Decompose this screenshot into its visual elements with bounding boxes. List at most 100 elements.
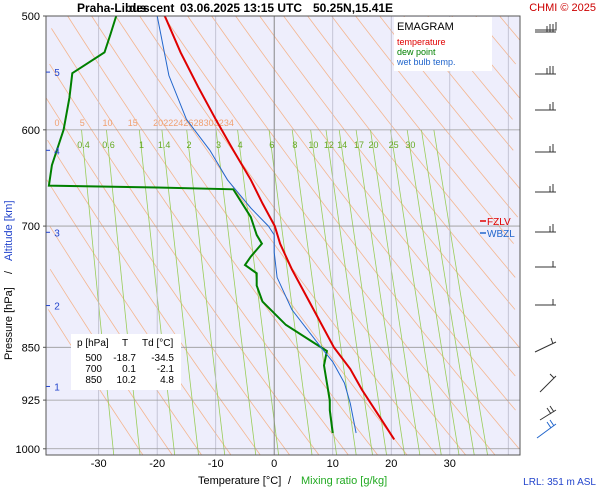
- mixing-ratio-line: [355, 129, 405, 456]
- wind-barb: [535, 102, 556, 111]
- dry-adiabat-line: [235, 15, 516, 377]
- mixing-ratio-line: [338, 129, 387, 456]
- wind-barb: [535, 24, 556, 33]
- legend-temperature: temperature: [397, 37, 446, 47]
- mixing-ratio-label: 10: [308, 140, 318, 150]
- pressure-tick-label: 700: [22, 221, 40, 233]
- temperature-tick-label: 30: [444, 458, 456, 470]
- temperature-tick-label: 0: [271, 458, 277, 470]
- x-axis-separator: /: [288, 475, 292, 487]
- mixing-ratio-label: 3: [216, 140, 221, 150]
- x-axis-label-mixing: Mixing ratio [g/kg]: [301, 475, 387, 487]
- legend-box: [394, 17, 492, 71]
- dry-adiabat-line: [46, 179, 232, 456]
- legend-title: EMAGRAM: [397, 21, 454, 33]
- wind-barb: [539, 405, 557, 421]
- wind-barbs: [534, 22, 557, 439]
- dry-adiabat-label: 15: [128, 118, 138, 128]
- dry-adiabat-label: 22: [163, 118, 173, 128]
- mixing-ratio-line: [268, 129, 313, 456]
- table-row-2-td: 4.8: [160, 375, 174, 386]
- wind-barb: [535, 299, 556, 306]
- dry-adiabat-line: [49, 63, 320, 456]
- dry-adiabat-line: [211, 15, 516, 411]
- mixing-ratio-line: [406, 129, 460, 456]
- temperature-tick-label: -20: [149, 458, 165, 470]
- mixing-ratio-label: 1.4: [158, 140, 171, 150]
- y-axis-label-pressure: Pressure [hPa]: [3, 287, 15, 360]
- table-row-1-p: 700: [85, 364, 102, 375]
- dry-adiabat-label: 5: [80, 118, 85, 128]
- dry-adiabat-label: 28: [194, 118, 204, 128]
- dry-adiabat-line: [307, 15, 516, 278]
- temperature-tick-label: 20: [385, 458, 397, 470]
- wind-barb: [534, 337, 557, 353]
- wind-barb: [535, 22, 557, 31]
- table-row-2-p: 850: [85, 375, 102, 386]
- legend: EMAGRAM temperature dew point wet bulb t…: [394, 17, 492, 71]
- mixing-ratio-label: 17: [354, 140, 364, 150]
- mixing-ratio-labels: 0.4 0.6 1 1.4 2 3 4 6 8 10 12 14 17 20 25 30: [77, 140, 415, 150]
- temperature-tick-label: 10: [327, 458, 339, 470]
- mixing-ratio-label: 6: [269, 140, 274, 150]
- dry-adiabat-line: [331, 15, 514, 244]
- station-coords: 50.25N,15.41E: [313, 1, 393, 15]
- mixing-ratio-line: [370, 129, 421, 456]
- table-row-0-p: 500: [85, 353, 102, 364]
- x-axis-label-temperature: Temperature [°C]: [198, 475, 281, 487]
- dry-adiabat-label: 20: [153, 118, 163, 128]
- pressure-tick-label: 1000: [16, 444, 40, 456]
- plot-frame: [45, 15, 521, 456]
- dry-adiabat-label: 34: [224, 118, 234, 128]
- mixing-ratio-label: 2: [187, 140, 192, 150]
- mixing-ratio-line: [81, 129, 115, 456]
- temperature-tick-label: -10: [208, 458, 224, 470]
- altitude-tick-label: 5: [54, 68, 60, 79]
- mixing-ratio-line: [106, 129, 141, 456]
- temperature-axis: -30 -20 -10 0 10 20 30: [91, 458, 456, 470]
- dry-adiabat-label: 0: [54, 118, 59, 128]
- dry-adiabat-line: [355, 15, 519, 218]
- pressure-tick-label: 500: [22, 11, 40, 23]
- dry-adiabat-label: 24: [173, 118, 183, 128]
- altitude-axis: 1 2 3 4 5: [46, 68, 60, 393]
- dry-adiabat-label: 10: [103, 118, 113, 128]
- mixing-ratio-label: 0.6: [102, 140, 115, 150]
- mixing-ratio-line: [433, 129, 488, 456]
- series-line: [156, 15, 357, 434]
- mixing-ratio-line: [215, 129, 257, 456]
- table-row-0-td: -34.5: [151, 353, 174, 364]
- dry-adiabat-label: 26: [183, 118, 193, 128]
- legend-wet-bulb: wet bulb temp.: [396, 57, 456, 67]
- dry-adiabat-line: [499, 15, 521, 41]
- isotherm-lines: [98, 16, 509, 455]
- series-line: [163, 15, 396, 440]
- copyright-label: CHMI © 2025: [529, 2, 596, 14]
- pressure-axis: 500 600 700 850 925 1000: [16, 11, 46, 456]
- wind-barb: [535, 184, 556, 193]
- mixing-ratio-label: 1: [139, 140, 144, 150]
- dry-adiabat-line: [51, 28, 349, 456]
- mixing-ratio-label: 0.4: [77, 140, 90, 150]
- wind-barb: [536, 419, 557, 439]
- table-row-1-t: 0.1: [122, 364, 136, 375]
- lrl-label: LRL: 351 m ASL: [523, 477, 596, 488]
- mixing-ratio-line: [390, 129, 442, 456]
- mixing-ratio-line: [138, 129, 176, 456]
- mixing-ratio-line: [161, 129, 199, 456]
- sounding-datetime: 03.06.2025 13:15 UTC: [180, 1, 302, 15]
- wind-barb: [535, 144, 556, 153]
- altitude-tick-label: 4: [54, 146, 60, 157]
- mixing-ratio-label: 20: [368, 140, 378, 150]
- series-line: [47, 15, 334, 434]
- wind-barb: [535, 224, 556, 233]
- mixing-ratio-label: 25: [389, 140, 399, 150]
- wind-barb: [535, 66, 556, 75]
- altitude-tick-label: 1: [54, 382, 60, 393]
- dry-adiabat-line: [187, 15, 520, 450]
- mixing-ratio-line: [237, 129, 280, 456]
- y-axis-separator: /: [3, 270, 15, 274]
- mixing-ratio-line: [186, 129, 226, 456]
- table-row-2-t: 10.2: [117, 375, 137, 386]
